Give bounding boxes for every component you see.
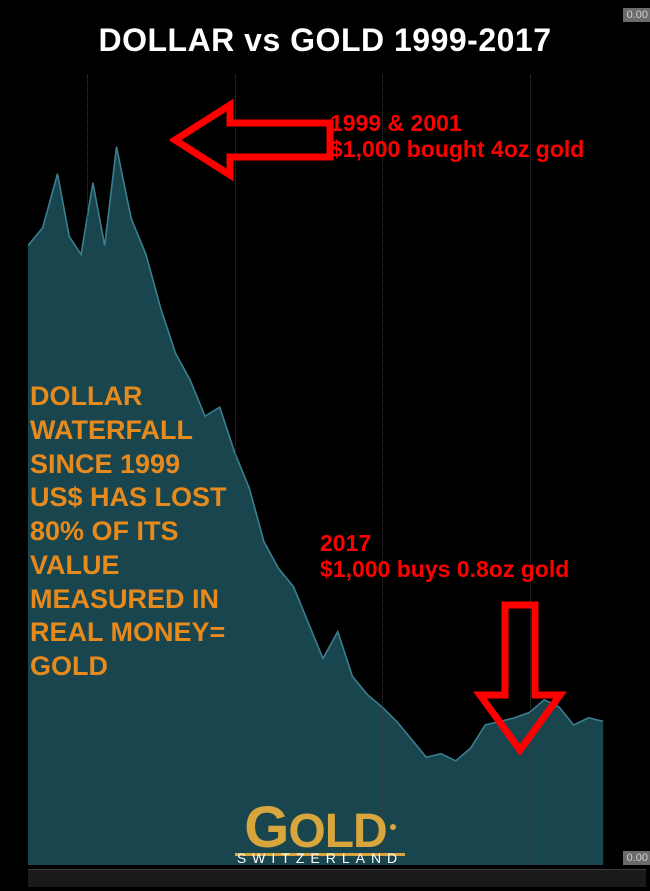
callout1-line1: 1999 & 2001: [330, 110, 584, 136]
gridline-v: [235, 75, 236, 865]
bigtext-l2: WATERFALL: [30, 414, 227, 448]
logo-dot-icon: [390, 824, 396, 830]
chart-frame: DOLLAR vs GOLD 1999-2017 0.00 2000200520…: [0, 0, 650, 891]
bigtext-l5: 80% OF ITS: [30, 515, 227, 549]
callout-1999-2001: 1999 & 2001 $1,000 bought 4oz gold: [330, 110, 584, 163]
left-arrow-icon: [170, 95, 340, 185]
bigtext-l4: US$ HAS LOST: [30, 481, 227, 515]
x-axis-bar: [28, 869, 646, 887]
right-tag-bottom: 0.00: [623, 851, 650, 865]
dollar-waterfall-text: DOLLAR WATERFALL SINCE 1999 US$ HAS LOST…: [30, 380, 227, 684]
callout2-line1: 2017: [320, 530, 569, 556]
callout1-line2: $1,000 bought 4oz gold: [330, 136, 584, 162]
bigtext-l3: SINCE 1999: [30, 448, 227, 482]
bigtext-l7: MEASURED IN: [30, 583, 227, 617]
callout2-line2: $1,000 buys 0.8oz gold: [320, 556, 569, 582]
bigtext-l6: VALUE: [30, 549, 227, 583]
down-arrow-icon: [470, 600, 570, 760]
chart-title: DOLLAR vs GOLD 1999-2017: [0, 22, 650, 59]
logo-switzerland: SWITZERLAND: [200, 850, 440, 866]
bigtext-l1: DOLLAR: [30, 380, 227, 414]
gold-switzerland-logo: GOLD SWITZERLAND: [200, 794, 440, 866]
gridline-v: [382, 75, 383, 865]
bigtext-l9: GOLD: [30, 650, 227, 684]
right-tag-top: 0.00: [623, 8, 650, 22]
bigtext-l8: REAL MONEY=: [30, 616, 227, 650]
callout-2017: 2017 $1,000 buys 0.8oz gold: [320, 530, 569, 583]
